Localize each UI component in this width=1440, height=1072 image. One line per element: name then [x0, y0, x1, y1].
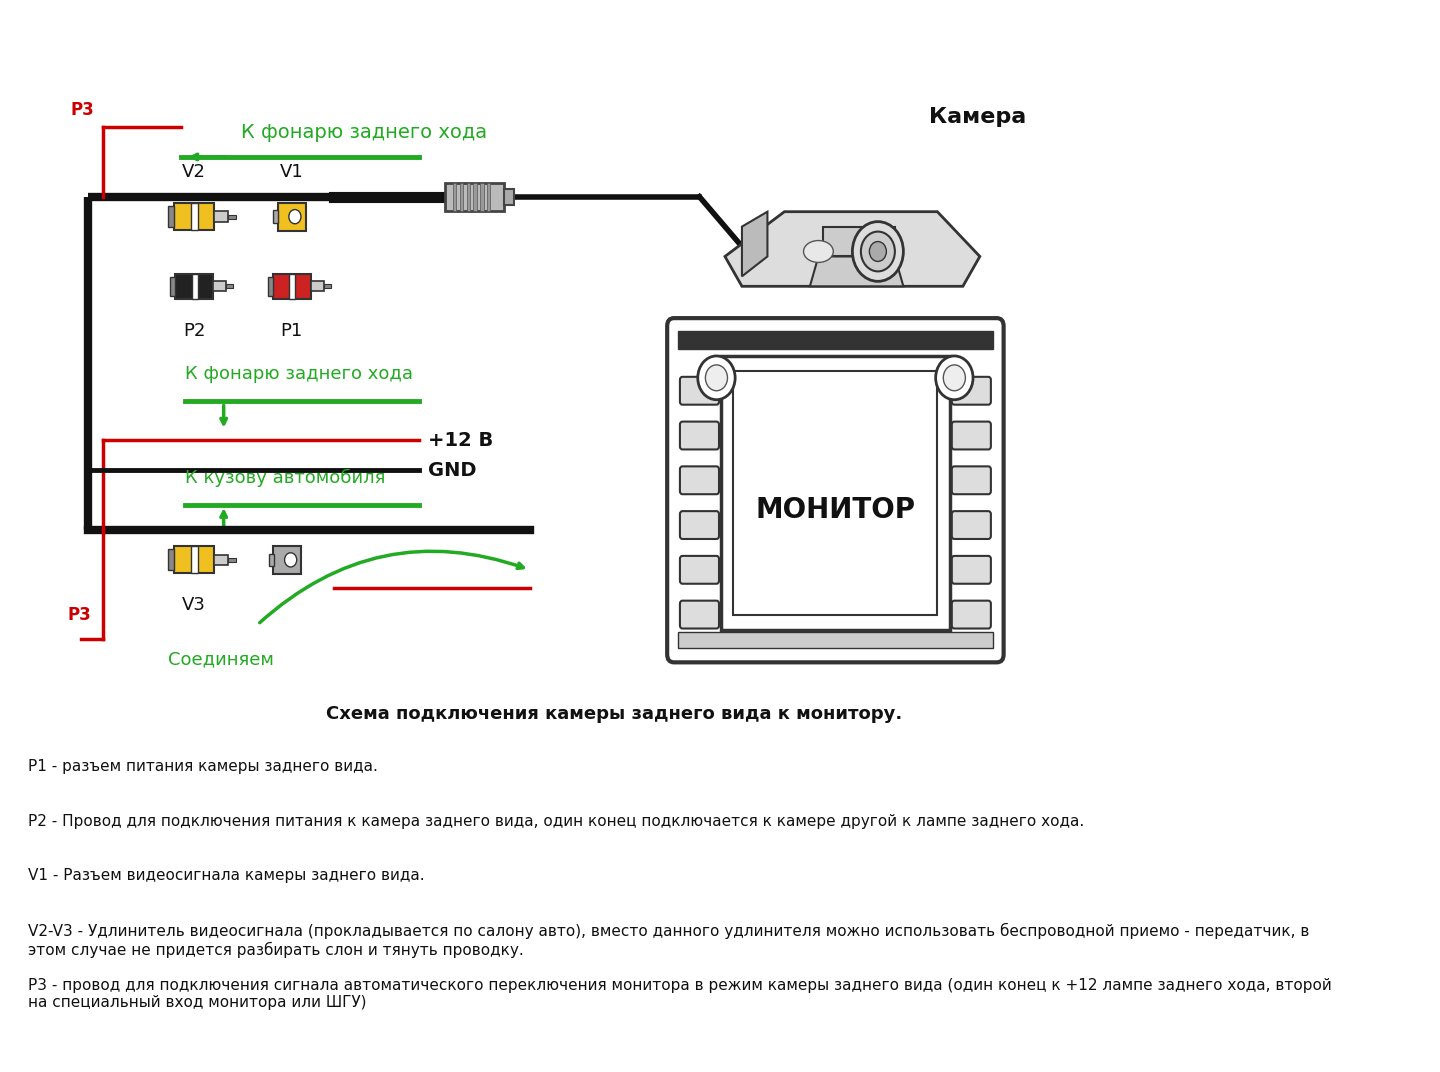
Text: P1 - разъем питания камеры заднего вида.: P1 - разъем питания камеры заднего вида.: [29, 759, 379, 774]
Bar: [215, 211, 229, 222]
Text: P3: P3: [71, 101, 95, 119]
FancyBboxPatch shape: [680, 600, 719, 628]
Bar: [229, 557, 236, 562]
Text: V1 - Разъем видеосигнала камеры заднего вида.: V1 - Разъем видеосигнала камеры заднего …: [29, 868, 425, 883]
FancyBboxPatch shape: [952, 421, 991, 449]
FancyBboxPatch shape: [952, 466, 991, 494]
Bar: [289, 273, 295, 299]
Text: Схема подключения камеры заднего вида к монитору.: Схема подключения камеры заднего вида к …: [327, 705, 903, 724]
Bar: [192, 204, 197, 230]
Bar: [229, 214, 236, 219]
Bar: [504, 189, 514, 205]
Text: V2-V3 - Удлинитель видеосигнала (прокладывается по салону авто), вместо данного : V2-V3 - Удлинитель видеосигнала (проклад…: [29, 923, 1309, 958]
Text: Соединяем: Соединяем: [168, 651, 275, 668]
Bar: [733, 371, 937, 614]
FancyBboxPatch shape: [952, 600, 991, 628]
Text: V3: V3: [181, 596, 206, 613]
Bar: [454, 183, 456, 211]
FancyBboxPatch shape: [720, 356, 950, 629]
Text: V1: V1: [279, 163, 304, 181]
Bar: [487, 183, 491, 211]
Bar: [213, 281, 226, 292]
FancyBboxPatch shape: [680, 466, 719, 494]
Text: +12 В: +12 В: [428, 431, 492, 450]
Text: P2: P2: [183, 322, 204, 340]
Bar: [278, 203, 305, 230]
Text: GND: GND: [428, 461, 477, 480]
Bar: [174, 204, 215, 230]
Bar: [168, 550, 174, 570]
FancyBboxPatch shape: [667, 318, 1004, 662]
Polygon shape: [742, 211, 768, 277]
Bar: [822, 226, 894, 256]
Bar: [215, 554, 229, 565]
Circle shape: [852, 222, 903, 281]
FancyBboxPatch shape: [952, 556, 991, 584]
Text: P3: P3: [68, 606, 91, 624]
FancyBboxPatch shape: [680, 556, 719, 584]
Bar: [678, 331, 992, 349]
Circle shape: [706, 364, 727, 391]
Polygon shape: [724, 211, 979, 286]
Bar: [459, 183, 464, 211]
FancyBboxPatch shape: [680, 421, 719, 449]
Bar: [467, 183, 469, 211]
Circle shape: [861, 232, 894, 271]
Circle shape: [936, 356, 973, 400]
FancyBboxPatch shape: [680, 377, 719, 405]
Bar: [226, 284, 233, 288]
Circle shape: [698, 356, 736, 400]
Bar: [168, 206, 174, 227]
Text: P1: P1: [281, 322, 302, 340]
Circle shape: [285, 553, 297, 567]
Text: V2: V2: [181, 163, 206, 181]
Bar: [481, 183, 484, 211]
Text: Камера: Камера: [929, 107, 1027, 128]
Text: P2 - Провод для подключения питания к камера заднего вида, один конец подключает: P2 - Провод для подключения питания к ка…: [29, 814, 1084, 829]
Text: К фонарю заднего хода: К фонарю заднего хода: [240, 122, 487, 142]
Bar: [274, 210, 278, 223]
Text: МОНИТОР: МОНИТОР: [756, 496, 916, 524]
Bar: [192, 547, 197, 574]
Bar: [445, 183, 504, 211]
Polygon shape: [809, 256, 903, 286]
Bar: [174, 273, 213, 299]
Text: К кузову автомобиля: К кузову автомобиля: [186, 470, 386, 488]
Circle shape: [870, 241, 887, 262]
Bar: [274, 546, 301, 574]
Ellipse shape: [804, 240, 834, 263]
Bar: [269, 553, 274, 566]
Bar: [324, 284, 331, 288]
FancyBboxPatch shape: [952, 511, 991, 539]
Circle shape: [943, 364, 965, 391]
Bar: [174, 547, 215, 574]
Bar: [272, 273, 311, 299]
Bar: [311, 281, 324, 292]
Bar: [170, 277, 176, 296]
Bar: [474, 183, 477, 211]
FancyBboxPatch shape: [952, 377, 991, 405]
Bar: [268, 277, 274, 296]
Text: К фонарю заднего хода: К фонарю заднего хода: [186, 364, 413, 383]
Text: Р3 - провод для подключения сигнала автоматического переключения монитора в режи: Р3 - провод для подключения сигнала авто…: [29, 978, 1332, 1010]
Circle shape: [289, 209, 301, 224]
FancyBboxPatch shape: [680, 511, 719, 539]
Bar: [192, 273, 197, 299]
Bar: [678, 632, 992, 649]
